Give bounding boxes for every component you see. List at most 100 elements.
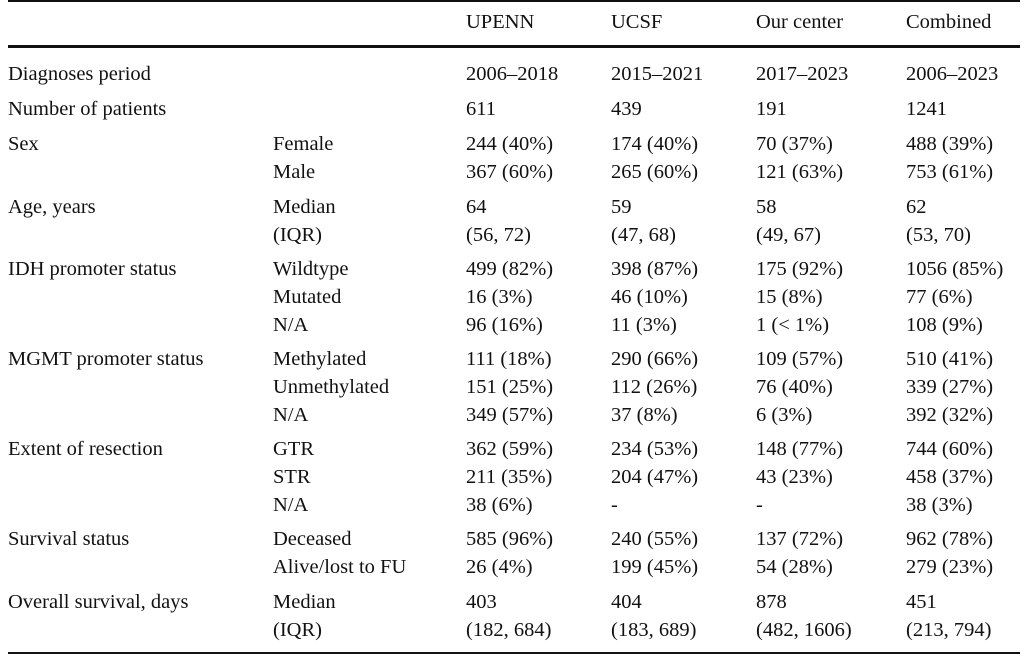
cell-ucsf-line: 398 (87%) — [611, 258, 699, 280]
cell-combined: 488 (39%) 753 (61%) — [906, 130, 993, 186]
cell-combined-line: 279 (23%) — [906, 556, 994, 578]
row-label: Overall survival, days — [8, 591, 189, 613]
row-label: MGMT promoter status — [8, 348, 204, 370]
cell-ucsf: 2015–2021 — [611, 60, 703, 88]
cell-upenn-line: 96 (16%) — [466, 314, 543, 336]
row-sublabel: Deceased Alive/lost to FU — [273, 525, 406, 581]
row-sublabel-line: N/A — [273, 314, 309, 336]
cell-our-center-line: 58 — [756, 196, 777, 218]
cell-our-center: 58 (49, 67) — [756, 193, 821, 249]
cohort-characteristics-table: UPENN UCSF Our center Combined Diagnoses… — [8, 0, 1020, 660]
cell-upenn-line: 585 (96%) — [466, 528, 554, 550]
row-label: Survival status — [8, 528, 130, 550]
row-sublabel-line: Median — [273, 196, 336, 218]
cell-ucsf-line: 46 (10%) — [611, 286, 688, 308]
row-sublabel-line: N/A — [273, 494, 309, 516]
cell-ucsf-line: 265 (60%) — [611, 161, 699, 183]
row-label: Diagnoses period — [8, 63, 151, 85]
cell-our-center: 175 (92%) 15 (8%) 1 (< 1%) — [756, 255, 843, 339]
table-header-rule — [8, 45, 1020, 48]
row-sublabel-line: Wildtype — [273, 258, 349, 280]
cell-our-center-line: 6 (3%) — [756, 404, 813, 426]
cell-ucsf: 398 (87%) 46 (10%) 11 (3%) — [611, 255, 698, 339]
cell-upenn: 362 (59%) 211 (35%) 38 (6%) — [466, 435, 553, 519]
row-label: IDH promoter status — [8, 258, 177, 280]
cell-ucsf-line: 112 (26%) — [611, 376, 698, 398]
cell-our-center-line: (49, 67) — [756, 224, 821, 246]
cell-combined: 62 (53, 70) — [906, 193, 971, 249]
row-sublabel-line: Methylated — [273, 348, 367, 370]
cell-ucsf-line: (183, 689) — [611, 619, 697, 641]
row-sublabel: Female Male — [273, 130, 333, 186]
row-sublabel-line: (IQR) — [273, 224, 322, 246]
cell-our-center: 70 (37%) 121 (63%) — [756, 130, 843, 186]
cell-combined-line: 962 (78%) — [906, 528, 994, 550]
header-our-center: Our center — [756, 11, 844, 33]
cell-combined: 1056 (85%) 77 (6%) 108 (9%) — [906, 255, 1003, 339]
cell-upenn-line: 16 (3%) — [466, 286, 533, 308]
cell-our-center-line: 15 (8%) — [756, 286, 823, 308]
cell-combined-line: 38 (3%) — [906, 494, 973, 516]
cell-upenn: 64 (56, 72) — [466, 193, 531, 249]
row-sublabel-line: Male — [273, 161, 316, 183]
cell-ucsf: 404 (183, 689) — [611, 588, 696, 644]
cell-combined-line: (53, 70) — [906, 224, 971, 246]
cell-our-center-line: 54 (28%) — [756, 556, 833, 578]
cell-ucsf-line: 11 (3%) — [611, 314, 677, 336]
cell-our-center: 137 (72%) 54 (28%) — [756, 525, 843, 581]
cell-our-center: 2017–2023 — [756, 60, 848, 88]
cell-ucsf-line: 59 — [611, 196, 632, 218]
cell-upenn: 611 — [466, 95, 496, 123]
cell-upenn-line: 349 (57%) — [466, 404, 554, 426]
cell-upenn-line: 244 (40%) — [466, 133, 554, 155]
header-combined: Combined — [906, 11, 992, 33]
cell-upenn: 585 (96%) 26 (4%) — [466, 525, 553, 581]
row-sublabel-line: STR — [273, 466, 311, 488]
cell-ucsf-line: 2015–2021 — [611, 63, 704, 85]
cell-upenn: 111 (18%) 151 (25%) 349 (57%) — [466, 345, 553, 429]
cell-combined-line: 510 (41%) — [906, 348, 994, 370]
cell-upenn-line: 211 (35%) — [466, 466, 553, 488]
cell-upenn-line: 111 (18%) — [466, 348, 552, 370]
cell-upenn: 403 (182, 684) — [466, 588, 551, 644]
row-label: Number of patients — [8, 98, 167, 120]
cell-ucsf: 174 (40%) 265 (60%) — [611, 130, 698, 186]
cell-combined-line: 2006–2023 — [906, 63, 999, 85]
cell-ucsf-line: 290 (66%) — [611, 348, 699, 370]
cell-upenn: 244 (40%) 367 (60%) — [466, 130, 553, 186]
cell-ucsf-line: 174 (40%) — [611, 133, 699, 155]
header-upenn: UPENN — [466, 11, 535, 33]
cell-ucsf-line: 404 — [611, 591, 642, 613]
cell-combined-line: 1056 (85%) — [906, 258, 1004, 280]
row-label: Extent of resection — [8, 438, 163, 460]
cell-our-center: 148 (77%) 43 (23%) - — [756, 435, 843, 519]
cell-upenn-line: 403 — [466, 591, 497, 613]
cell-our-center-line: 2017–2023 — [756, 63, 849, 85]
cell-our-center-line: - — [756, 494, 763, 516]
cell-combined-line: 62 — [906, 196, 927, 218]
table-bottom-rule — [8, 652, 1020, 654]
row-label: Sex — [8, 133, 39, 155]
cell-ucsf-line: 199 (45%) — [611, 556, 699, 578]
cell-our-center-line: 175 (92%) — [756, 258, 844, 280]
cell-combined-line: 108 (9%) — [906, 314, 983, 336]
cell-combined-line: 1241 — [906, 98, 947, 120]
cell-our-center: 878 (482, 1606) — [756, 588, 852, 644]
row-sublabel: Median (IQR) — [273, 588, 336, 644]
cell-combined: 744 (60%) 458 (37%) 38 (3%) — [906, 435, 993, 519]
cell-ucsf-line: 37 (8%) — [611, 404, 678, 426]
row-sublabel: GTR STR N/A — [273, 435, 314, 519]
row-sublabel: Median (IQR) — [273, 193, 336, 249]
cell-upenn-line: 26 (4%) — [466, 556, 533, 578]
cell-upenn-line: 367 (60%) — [466, 161, 554, 183]
row-sublabel-line: Unmethylated — [273, 376, 390, 398]
cell-ucsf-line: (47, 68) — [611, 224, 676, 246]
cell-upenn: 2006–2018 — [466, 60, 558, 88]
cell-upenn-line: (182, 684) — [466, 619, 552, 641]
cell-ucsf-line: - — [611, 494, 618, 516]
cell-our-center-line: 1 (< 1%) — [756, 314, 830, 336]
cell-upenn: 499 (82%) 16 (3%) 96 (16%) — [466, 255, 553, 339]
cell-combined: 1241 — [906, 95, 947, 123]
cell-upenn-line: 2006–2018 — [466, 63, 559, 85]
cell-ucsf: 234 (53%) 204 (47%) - — [611, 435, 698, 519]
